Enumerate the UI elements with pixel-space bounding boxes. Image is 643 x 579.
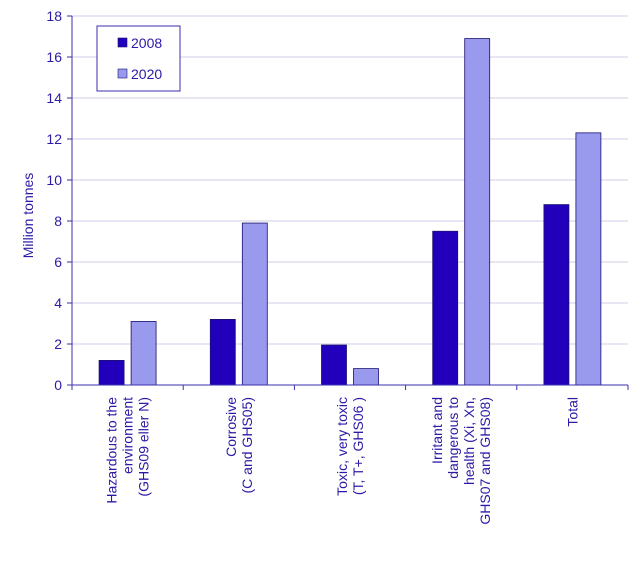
category-label: Hazardous to theenvironment(GHS09 eller … xyxy=(104,397,152,504)
y-tick-label: 12 xyxy=(46,131,62,147)
gridlines xyxy=(72,15,628,345)
y-tick-label: 0 xyxy=(54,377,62,393)
category-label-line: GHS07 and GHS08) xyxy=(477,397,493,525)
y-tick-label: 8 xyxy=(54,213,62,229)
y-tick-label: 10 xyxy=(46,172,62,188)
bar-2008-2 xyxy=(321,344,347,386)
y-tick-label: 14 xyxy=(46,90,62,106)
y-tick-labels: 0 2 4 6 8 10 12 14 16 18 xyxy=(46,8,62,393)
legend-swatch-2008 xyxy=(117,37,128,48)
bar-2020-2 xyxy=(353,368,379,386)
category-label-line: Total xyxy=(564,397,580,427)
legend-swatch-2020 xyxy=(117,68,128,79)
category-label-line: environment xyxy=(120,397,136,474)
y-tick-label: 6 xyxy=(54,254,62,270)
legend: 2008 2020 xyxy=(96,25,181,92)
category-label-line: Toxic, very toxic xyxy=(334,397,350,496)
category-label-line: Hazardous to the xyxy=(104,397,120,504)
category-label-line: (T, T+, GHS06 ) xyxy=(350,397,366,495)
category-label: Total xyxy=(564,397,580,427)
bar-2020-0 xyxy=(130,321,157,386)
category-labels: Hazardous to theenvironment(GHS09 eller … xyxy=(104,397,581,525)
y-tick-label: 18 xyxy=(46,8,62,24)
legend-label-2020: 2020 xyxy=(131,66,162,82)
axes xyxy=(67,15,629,390)
category-label-line: (C and GHS05) xyxy=(239,397,255,493)
y-tick-label: 16 xyxy=(46,49,62,65)
y-tick-label: 2 xyxy=(54,336,62,352)
category-label: Toxic, very toxic(T, T+, GHS06 ) xyxy=(334,397,366,496)
bar-2008-4 xyxy=(543,204,570,386)
bar-2008-3 xyxy=(432,230,459,386)
category-label-line: health (Xi, Xn, xyxy=(461,397,477,485)
bar-2020-1 xyxy=(241,222,268,386)
bars xyxy=(98,38,602,386)
y-tick-label: 4 xyxy=(54,295,62,311)
category-label-line: Corrosive xyxy=(223,397,239,457)
category-label-line: dangerous to xyxy=(445,397,461,479)
category-label: Corrosive(C and GHS05) xyxy=(223,397,255,494)
category-label-line: Irritant and xyxy=(429,397,445,464)
legend-label-2008: 2008 xyxy=(131,35,162,51)
category-label: Irritant anddangerous tohealth (Xi, Xn,G… xyxy=(429,397,493,525)
bar-2020-4 xyxy=(575,132,602,386)
y-axis-title: Million tonnes xyxy=(20,173,36,259)
category-label-line: (GHS09 eller N) xyxy=(136,397,152,497)
legend-box xyxy=(96,25,181,92)
bar-2020-3 xyxy=(464,38,491,386)
bar-2008-1 xyxy=(209,318,236,386)
bar-2008-0 xyxy=(98,359,125,386)
